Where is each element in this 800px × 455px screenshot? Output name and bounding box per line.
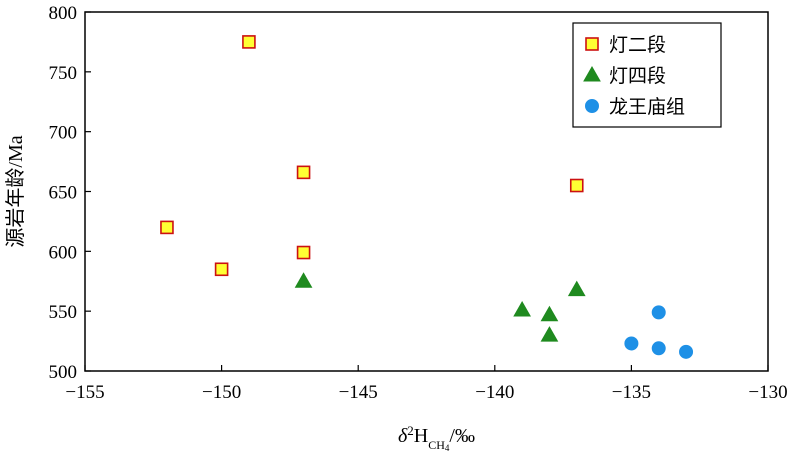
y-tick-label: 650 <box>49 183 78 204</box>
circle-point <box>624 336 639 351</box>
y-tick-label: 600 <box>49 242 78 263</box>
circle-point <box>651 305 666 320</box>
y-tick-label: 700 <box>49 123 78 144</box>
x-axis-title: δ2HCH4/‰ <box>398 423 475 454</box>
x-axis-ticks: −155 −150 −145 −140 −135 −130 <box>65 365 788 403</box>
triangle-point <box>567 280 586 297</box>
x-tick-label: −145 <box>339 382 378 403</box>
triangle-point <box>513 300 531 317</box>
triangle-point <box>540 326 559 342</box>
square-point <box>160 220 174 235</box>
triangle-point <box>540 305 559 322</box>
x-axis-title-main: H <box>414 425 428 447</box>
x-tick-label: −135 <box>612 382 651 403</box>
x-axis-title-delta: δ <box>398 425 408 447</box>
square-point <box>242 35 256 49</box>
square-point <box>296 245 311 260</box>
x-tick-label: −155 <box>65 382 104 403</box>
y-tick-label: 800 <box>49 3 78 24</box>
square-point <box>569 178 584 193</box>
y-tick-label: 750 <box>49 63 78 84</box>
legend-square-marker <box>585 37 599 51</box>
circle-point <box>651 341 666 356</box>
x-axis-title-superscript: 2 <box>407 423 414 438</box>
legend-circle-marker <box>585 99 599 113</box>
legend-triangle-marker <box>583 65 601 82</box>
y-axis-ticks: 500 550 600 650 700 750 800 <box>49 3 91 383</box>
square-point <box>296 165 311 180</box>
plot-area <box>84 11 769 372</box>
circle-point <box>679 344 694 359</box>
x-tick-label: −140 <box>475 382 514 403</box>
legend-label: 龙王庙组 <box>609 96 685 118</box>
x-tick-label: −130 <box>748 382 787 403</box>
square-point <box>214 262 229 277</box>
y-tick-label: 550 <box>49 302 78 323</box>
y-tick-label: 500 <box>49 362 78 383</box>
legend-label: 灯二段 <box>609 34 666 56</box>
triangle-point <box>294 272 313 288</box>
legend-label: 灯四段 <box>609 65 666 87</box>
x-axis-title-subscript: CH <box>428 438 445 452</box>
x-axis-title-unit: /‰ <box>449 425 475 447</box>
data-points <box>160 35 694 359</box>
y-axis-title: 源岩年龄/Ma <box>4 135 27 247</box>
x-tick-label: −150 <box>202 382 241 403</box>
x-axis-title-sub-subscript: 4 <box>445 443 450 453</box>
